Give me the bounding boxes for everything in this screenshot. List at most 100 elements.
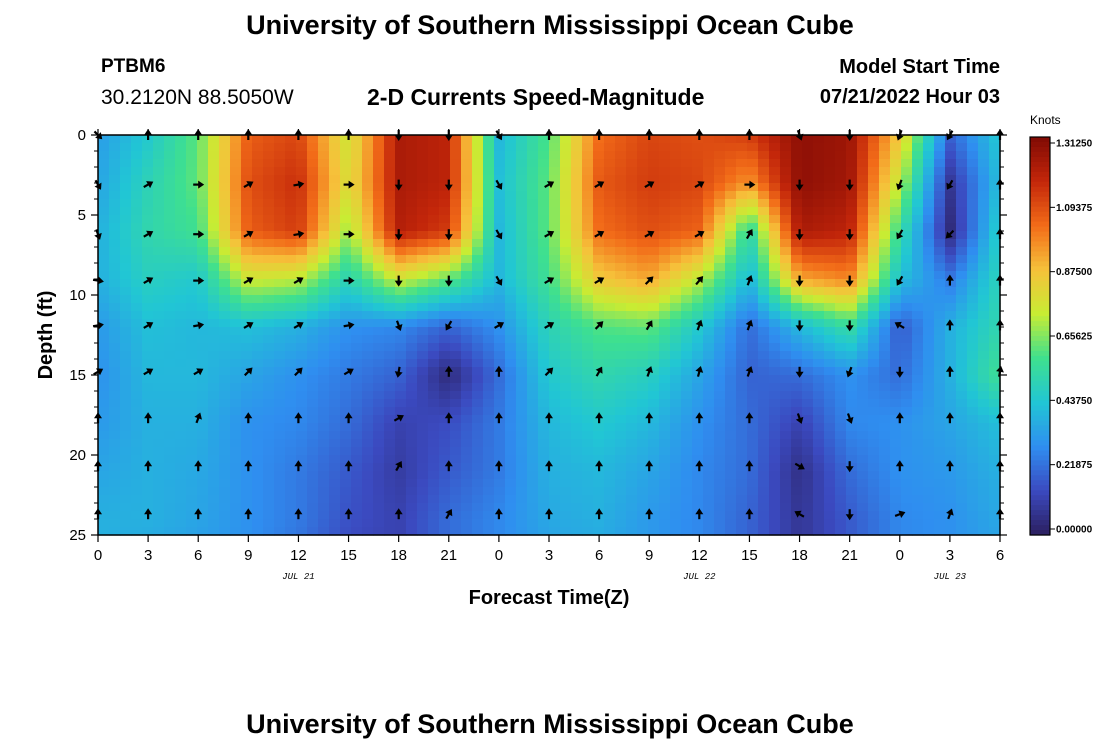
heatmap-cell <box>318 175 330 184</box>
heatmap-cell <box>593 279 605 288</box>
heatmap-cell <box>362 527 374 536</box>
heatmap-cell <box>648 383 660 392</box>
heatmap-cell <box>175 391 187 400</box>
heatmap-cell <box>340 487 352 496</box>
heatmap-cell <box>824 327 836 336</box>
heatmap-cell <box>945 495 957 504</box>
heatmap-cell <box>637 143 649 152</box>
heatmap-cell <box>593 447 605 456</box>
heatmap-cell <box>945 447 957 456</box>
heatmap-cell <box>538 199 550 208</box>
heatmap-cell <box>703 151 715 160</box>
heatmap-cell <box>318 271 330 280</box>
heatmap-cell <box>681 455 693 464</box>
heatmap-cell <box>142 335 154 344</box>
heatmap-cell <box>109 215 121 224</box>
heatmap-cell <box>692 135 704 144</box>
heatmap-cell <box>890 303 902 312</box>
heatmap-cell <box>351 423 363 432</box>
heatmap-cell <box>769 263 781 272</box>
heatmap-cell <box>263 279 275 288</box>
heatmap-cell <box>472 143 484 152</box>
heatmap-cell <box>527 343 539 352</box>
heatmap-cell <box>142 423 154 432</box>
heatmap-cell <box>549 367 561 376</box>
heatmap-cell <box>439 199 451 208</box>
heatmap-cell <box>637 415 649 424</box>
heatmap-cell <box>659 511 671 520</box>
heatmap-cell <box>516 527 528 536</box>
heatmap-cell <box>120 151 132 160</box>
heatmap-cell <box>153 423 165 432</box>
heatmap-cell <box>527 167 539 176</box>
heatmap-cell <box>703 359 715 368</box>
heatmap-cell <box>428 527 440 536</box>
current-arrow <box>845 366 854 378</box>
heatmap-cell <box>428 519 440 528</box>
current-arrow <box>595 460 604 472</box>
heatmap-cell <box>978 247 990 256</box>
heatmap-cell <box>230 279 242 288</box>
heatmap-cell <box>571 455 583 464</box>
heatmap-cell <box>406 247 418 256</box>
heatmap-cell <box>131 439 143 448</box>
heatmap-cell <box>153 415 165 424</box>
current-arrow <box>294 367 303 377</box>
heatmap-cell <box>659 519 671 528</box>
colorbar-swatch <box>1030 301 1050 307</box>
heatmap-cell <box>758 303 770 312</box>
heatmap-cell <box>813 391 825 400</box>
heatmap-cell <box>263 207 275 216</box>
heatmap-cell <box>417 207 429 216</box>
heatmap-cell <box>406 231 418 240</box>
heatmap-cell <box>362 167 374 176</box>
heatmap-cell <box>659 183 671 192</box>
heatmap-cell <box>626 263 638 272</box>
heatmap-cell <box>890 207 902 216</box>
heatmap-cell <box>626 239 638 248</box>
heatmap-cell <box>659 439 671 448</box>
heatmap-cell <box>516 383 528 392</box>
heatmap-cell <box>692 159 704 168</box>
heatmap-cell <box>813 255 825 264</box>
heatmap-cell <box>461 471 473 480</box>
heatmap-cell <box>637 239 649 248</box>
heatmap-cell <box>934 439 946 448</box>
heatmap-cell <box>351 223 363 232</box>
heatmap-cell <box>824 343 836 352</box>
heatmap-cell <box>868 527 880 536</box>
heatmap-cell <box>428 175 440 184</box>
heatmap-cell <box>626 503 638 512</box>
heatmap-cell <box>593 167 605 176</box>
heatmap-cell <box>494 423 506 432</box>
heatmap-cell <box>923 191 935 200</box>
heatmap-cell <box>351 503 363 512</box>
heatmap-cell <box>923 311 935 320</box>
heatmap-cell <box>879 255 891 264</box>
heatmap-cell <box>131 247 143 256</box>
heatmap-cell <box>219 247 231 256</box>
colorbar-swatch <box>1030 410 1050 417</box>
heatmap-cell <box>373 391 385 400</box>
heatmap-cell <box>692 463 704 472</box>
heatmap-cell <box>109 471 121 480</box>
heatmap-cell <box>527 399 539 408</box>
heatmap-cell <box>615 447 627 456</box>
heatmap-cell <box>725 199 737 208</box>
heatmap-cell <box>483 503 495 512</box>
heatmap-cell <box>659 231 671 240</box>
heatmap-cell <box>923 351 935 360</box>
heatmap-cell <box>582 135 594 144</box>
heatmap-cell <box>109 407 121 416</box>
date-label: JUL 21 <box>282 572 314 582</box>
heatmap-cell <box>197 263 209 272</box>
heatmap-cell <box>824 383 836 392</box>
heatmap-cell <box>164 183 176 192</box>
heatmap-cell <box>967 471 979 480</box>
heatmap-cell <box>208 511 220 520</box>
heatmap-cell <box>417 319 429 328</box>
heatmap-cell <box>175 399 187 408</box>
heatmap-cell <box>637 367 649 376</box>
heatmap-cell <box>351 471 363 480</box>
heatmap-cell <box>736 159 748 168</box>
